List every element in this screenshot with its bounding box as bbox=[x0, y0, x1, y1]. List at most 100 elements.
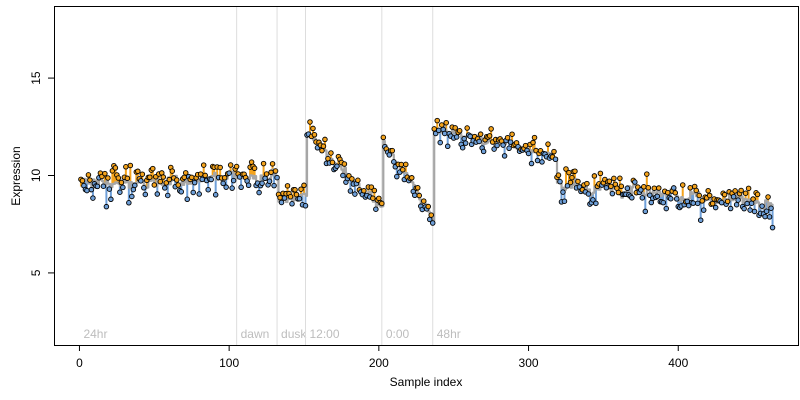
data-point bbox=[768, 205, 774, 211]
data-point bbox=[163, 180, 170, 186]
data-point bbox=[154, 191, 161, 197]
data-point bbox=[268, 169, 274, 176]
data-point bbox=[563, 166, 569, 172]
data-point bbox=[391, 159, 397, 165]
data-point bbox=[663, 205, 670, 212]
data-point bbox=[531, 134, 538, 141]
data-point bbox=[560, 189, 566, 195]
x-axis-title: Sample index bbox=[390, 375, 463, 389]
data-point bbox=[400, 166, 406, 173]
data-point bbox=[85, 172, 92, 178]
phase-label: 12:00 bbox=[309, 327, 339, 341]
data-point bbox=[718, 199, 725, 206]
data-point bbox=[266, 178, 273, 184]
data-point bbox=[139, 171, 146, 177]
data-point bbox=[347, 188, 354, 194]
data-point bbox=[441, 130, 448, 137]
y-tick-label: 10 bbox=[29, 169, 43, 183]
data-point bbox=[552, 156, 559, 162]
data-point bbox=[694, 200, 701, 207]
data-point bbox=[352, 191, 358, 197]
data-point bbox=[90, 195, 96, 201]
data-point bbox=[727, 205, 734, 212]
data-point bbox=[735, 197, 741, 203]
data-point bbox=[188, 174, 195, 181]
data-point bbox=[263, 171, 270, 177]
data-point bbox=[389, 147, 396, 154]
data-point bbox=[227, 162, 234, 168]
data-point bbox=[618, 183, 625, 190]
data-point bbox=[212, 192, 219, 198]
data-point bbox=[697, 217, 704, 223]
data-point bbox=[642, 208, 649, 215]
data-point bbox=[738, 187, 744, 194]
data-point bbox=[226, 170, 232, 176]
data-point bbox=[564, 183, 571, 189]
data-point bbox=[690, 200, 696, 206]
data-point bbox=[617, 175, 623, 182]
data-point bbox=[632, 179, 638, 185]
data-point bbox=[766, 214, 773, 220]
x-tick-label: 0 bbox=[76, 356, 83, 370]
data-point bbox=[742, 190, 749, 196]
data-point bbox=[298, 186, 304, 192]
data-point bbox=[115, 175, 122, 181]
data-point bbox=[416, 192, 423, 199]
data-point bbox=[425, 203, 431, 210]
data-point bbox=[429, 220, 436, 226]
x-tick-label: 400 bbox=[668, 356, 688, 370]
data-point bbox=[223, 184, 229, 190]
phase-label: dawn bbox=[241, 327, 270, 341]
data-point bbox=[551, 148, 557, 155]
data-point bbox=[196, 191, 202, 197]
data-point bbox=[229, 185, 235, 191]
data-point bbox=[477, 131, 484, 137]
data-point bbox=[181, 174, 187, 181]
data-point bbox=[569, 174, 575, 181]
data-point bbox=[730, 193, 737, 200]
data-point bbox=[191, 179, 198, 186]
y-tick-label: 15 bbox=[29, 71, 43, 85]
data-point bbox=[233, 163, 240, 170]
data-point bbox=[197, 171, 204, 177]
data-point bbox=[763, 208, 770, 214]
data-point bbox=[434, 117, 440, 124]
data-point bbox=[765, 194, 771, 200]
data-point bbox=[700, 207, 707, 213]
data-point bbox=[341, 161, 348, 167]
data-point bbox=[296, 195, 303, 202]
data-point bbox=[126, 200, 132, 206]
data-point bbox=[165, 192, 171, 199]
data-point bbox=[624, 185, 631, 192]
data-point bbox=[307, 119, 313, 125]
data-point bbox=[178, 189, 184, 195]
data-point bbox=[118, 179, 125, 186]
data-point bbox=[671, 185, 677, 191]
data-point bbox=[444, 143, 451, 150]
data-point bbox=[732, 188, 738, 194]
data-point bbox=[509, 131, 515, 137]
data-point bbox=[750, 196, 756, 202]
data-point bbox=[575, 178, 581, 185]
data-point bbox=[117, 189, 123, 195]
data-point bbox=[169, 168, 176, 174]
data-point bbox=[94, 183, 101, 190]
data-point bbox=[464, 125, 470, 131]
data-point bbox=[428, 212, 434, 218]
data-point bbox=[292, 187, 298, 193]
data-point bbox=[486, 133, 493, 139]
data-point bbox=[567, 179, 574, 186]
data-point bbox=[656, 185, 662, 191]
data-point bbox=[105, 175, 111, 181]
data-point bbox=[590, 197, 596, 203]
data-point bbox=[415, 185, 421, 191]
data-point bbox=[147, 174, 153, 180]
data-point bbox=[409, 175, 415, 181]
data-point bbox=[668, 195, 674, 202]
data-point bbox=[182, 170, 189, 176]
plot-frame bbox=[54, 6, 799, 346]
data-point bbox=[190, 189, 196, 196]
data-point bbox=[488, 126, 494, 132]
data-point bbox=[608, 183, 614, 190]
